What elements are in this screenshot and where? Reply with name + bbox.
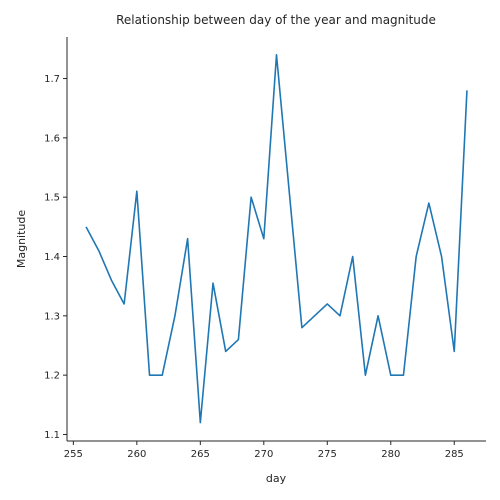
- x-tick-label: 280: [381, 449, 400, 460]
- y-axis-ticks: 1.1 1.2 1.3 1.4 1.5 1.6 1.7: [44, 74, 67, 441]
- x-tick-label: 255: [64, 449, 83, 460]
- y-tick-label: 1.4: [44, 252, 60, 263]
- x-tick-label: 275: [318, 449, 337, 460]
- y-tick-label: 1.3: [44, 311, 60, 322]
- plot-area: 255 260 265 270 275 280 285 1.1 1.2 1.3 1.4 1.5 1.6…: [44, 37, 486, 460]
- x-tick-label: 285: [445, 449, 464, 460]
- magnitude-series-line: [85, 53, 468, 424]
- x-axis-title: day: [266, 472, 287, 485]
- x-tick-label: 260: [127, 449, 146, 460]
- x-axis-ticks: 255 260 265 270 275 280 285: [64, 441, 464, 460]
- y-axis-title: Magnitude: [15, 210, 28, 269]
- x-tick-label: 270: [254, 449, 273, 460]
- y-tick-label: 1.5: [44, 193, 60, 204]
- y-tick-label: 1.2: [44, 371, 60, 382]
- y-tick-label: 1.6: [44, 133, 60, 144]
- x-tick-label: 265: [191, 449, 210, 460]
- y-tick-label: 1.7: [44, 74, 60, 85]
- chart-title: Relationship between day of the year and…: [116, 13, 436, 27]
- y-tick-label: 1.1: [44, 430, 60, 441]
- series-group: [85, 53, 468, 424]
